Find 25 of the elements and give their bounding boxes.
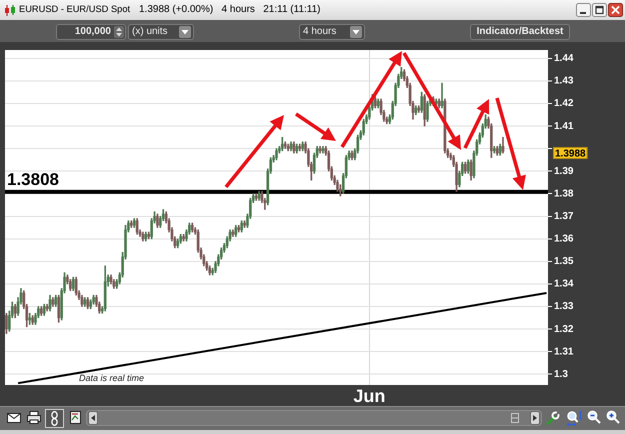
y-tick-label: 1.32 xyxy=(554,324,574,335)
y-tick-label: 1.31 xyxy=(554,346,574,358)
annotation: Data is real time xyxy=(79,373,144,383)
y-tick-label: 1.44 xyxy=(554,53,574,64)
candlestick xyxy=(440,82,444,108)
chart-title: EURUSD - EUR/USD Spot xyxy=(19,4,130,14)
y-tick-label: 1.43 xyxy=(554,76,574,87)
y-tick-label: 1.38 xyxy=(554,188,574,200)
x-tick-label: Jun xyxy=(353,386,386,406)
y-tick-label: 1.42 xyxy=(554,98,574,110)
y-tick-label: 1.33 xyxy=(554,301,574,312)
ref-line-label: 1.3808 xyxy=(7,170,59,190)
y-tick-label: 1.36 xyxy=(554,234,574,245)
chart-subtitle: 1.3988 (+0.00%) 4 hours 21:11 (11:11) xyxy=(139,4,321,15)
y-tick-label: 1.3 xyxy=(554,368,568,380)
y-tick-label: 1.34 xyxy=(554,278,574,290)
dropdown: 4 hours xyxy=(299,24,365,40)
dropdown: (x) units xyxy=(128,24,194,40)
y-tick-label: 1.37 xyxy=(554,211,574,222)
y-tick-label: 1.39 xyxy=(554,166,574,177)
y-tick-label: 1.35 xyxy=(554,256,574,268)
y-tick-label: 1.41 xyxy=(554,120,574,132)
text: 1.3988 xyxy=(555,148,586,160)
number-field: 100,000 xyxy=(56,24,126,40)
button: Indicator/Backtest xyxy=(470,24,570,40)
